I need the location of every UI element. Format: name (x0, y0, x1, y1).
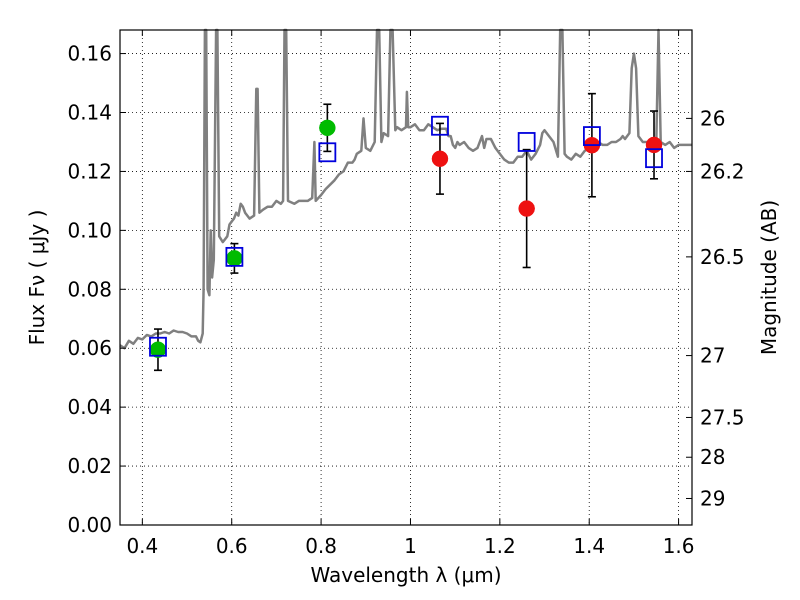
model-photometry-square (517, 132, 536, 152)
x-tick-label: 1 (404, 534, 417, 558)
data-points (149, 92, 663, 372)
x-tick-label: 0.4 (126, 534, 158, 558)
y-tick-label: 0.04 (67, 395, 112, 419)
y2-axis-label: Magnitude (AB) (757, 200, 781, 355)
observed-flux-point (319, 119, 336, 137)
observed-flux-point (431, 150, 449, 168)
y2-tick-label: 26.5 (700, 245, 745, 269)
observed-flux-point (518, 200, 535, 217)
y2-tick-label: 26.2 (700, 159, 745, 183)
x-tick-label: 1.2 (484, 534, 516, 558)
x-axis-label: Wavelength λ (μm) (310, 563, 501, 587)
y2-tick-label: 29 (700, 486, 725, 510)
observed-flux-point (226, 250, 243, 267)
model-spectrum-line (119, 28, 692, 350)
x-tick-label: 1.6 (663, 534, 695, 558)
y-tick-label: 0.10 (67, 218, 112, 242)
observed-flux-point (645, 136, 663, 154)
y2-tick-label: 26 (700, 106, 725, 130)
model-photometry-square (645, 148, 663, 169)
y2-tick-label: 27.5 (700, 405, 745, 429)
y-tick-label: 0.12 (67, 159, 112, 183)
y-axis-label: Flux Fν ( μJy ) (25, 210, 49, 346)
y2-tick-label: 28 (700, 445, 725, 469)
model-photometry-square (583, 126, 601, 146)
y-tick-label: 0.16 (67, 42, 112, 66)
model-photometry-square (431, 115, 449, 136)
x-tick-label: 0.6 (216, 534, 248, 558)
y-tick-label: 0.14 (67, 101, 112, 125)
y-tick-label: 0.00 (67, 513, 112, 537)
model-photometry-square (318, 142, 337, 163)
model-photometry-square (225, 246, 244, 267)
model-photometry-square (149, 336, 167, 357)
y2-tick-label: 27 (700, 344, 725, 368)
axis-ticks: 0.4 0.6 0.8 1 1.2 1.4 1.6 0.00 0.02 0.04 0.06 0.08 0… (67, 30, 745, 558)
y-tick-label: 0.02 (67, 454, 112, 478)
x-tick-label: 0.8 (305, 534, 337, 558)
plot-frame (119, 29, 693, 526)
y-tick-label: 0.08 (67, 277, 112, 301)
model-spectrum (119, 28, 692, 350)
y-tick-label: 0.06 (67, 336, 112, 360)
x-tick-label: 1.4 (573, 534, 605, 558)
